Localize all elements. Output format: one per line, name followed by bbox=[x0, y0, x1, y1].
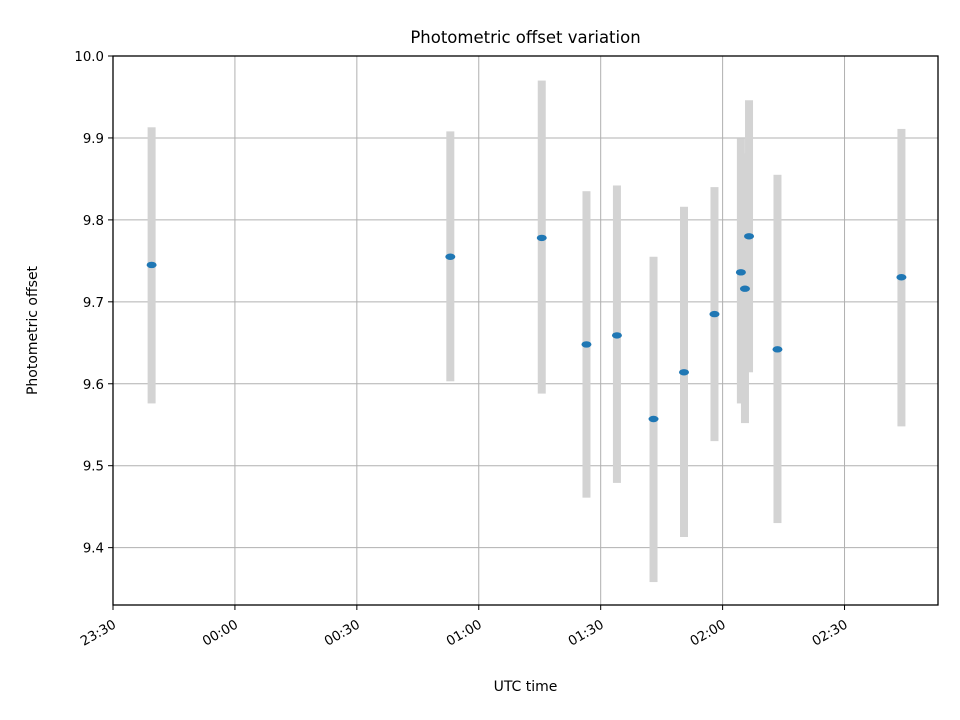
chart-title: Photometric offset variation bbox=[410, 28, 640, 47]
data-point bbox=[772, 346, 783, 353]
data-point bbox=[896, 274, 907, 281]
y-tick-label: 9.9 bbox=[83, 132, 104, 147]
y-axis-label: Photometric offset bbox=[25, 265, 41, 395]
x-tick-label: 23:30 bbox=[78, 617, 119, 649]
x-tick-label: 01:00 bbox=[444, 617, 485, 649]
data-point bbox=[445, 253, 456, 260]
y-tick-label: 10.0 bbox=[74, 50, 104, 65]
data-point bbox=[581, 341, 592, 348]
plot-frame bbox=[112, 55, 939, 606]
y-tick-label: 9.5 bbox=[83, 460, 104, 475]
x-ticks: 23:30 00:00 00:30 01:00 01:30 02:00 02:30 bbox=[78, 605, 851, 650]
error-bars bbox=[147, 80, 906, 583]
x-tick-label: 00:30 bbox=[322, 617, 363, 649]
data-point bbox=[678, 369, 689, 376]
data-point bbox=[744, 233, 755, 240]
x-tick-label: 02:00 bbox=[688, 617, 729, 649]
data-point bbox=[536, 234, 547, 242]
data-point bbox=[611, 332, 622, 339]
x-tick-label: 02:30 bbox=[810, 617, 851, 649]
data-points bbox=[146, 233, 907, 423]
y-ticks: 9.4 9.5 9.6 9.7 9.8 9.9 10.0 bbox=[74, 50, 113, 557]
y-tick-label: 9.8 bbox=[83, 214, 104, 229]
x-axis-label: UTC time bbox=[494, 679, 558, 695]
y-tick-label: 9.7 bbox=[83, 296, 104, 311]
x-tick-label: 00:00 bbox=[200, 617, 241, 649]
y-tick-label: 9.4 bbox=[83, 542, 104, 557]
data-point bbox=[648, 415, 659, 423]
data-point bbox=[709, 310, 720, 318]
data-point bbox=[735, 269, 746, 276]
y-tick-label: 9.6 bbox=[83, 378, 104, 393]
x-tick-label: 01:30 bbox=[566, 617, 607, 649]
grid bbox=[112, 55, 938, 605]
data-point bbox=[739, 285, 750, 292]
data-point bbox=[146, 261, 157, 269]
